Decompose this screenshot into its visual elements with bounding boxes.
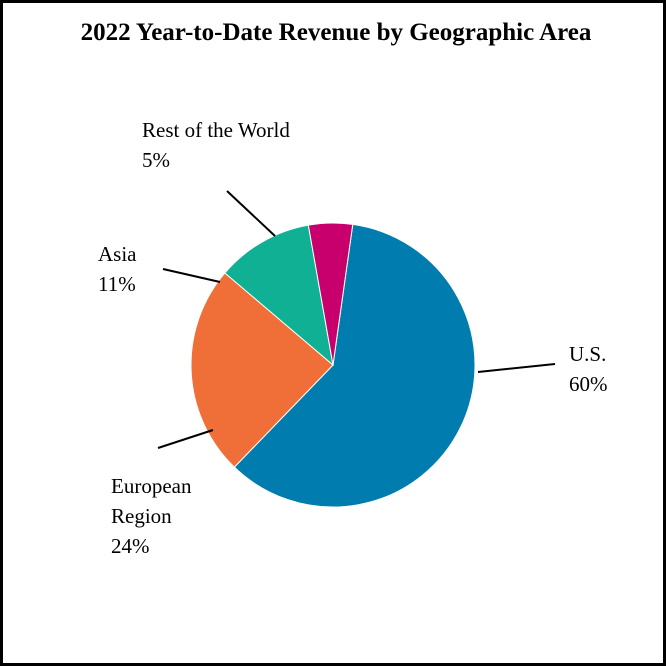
pie-slice xyxy=(224,224,334,367)
slice-name: Rest of the World xyxy=(142,118,290,142)
pie-slice xyxy=(190,272,334,468)
leader-lines xyxy=(157,190,556,449)
leader-line xyxy=(477,363,556,373)
slice-labels: U.S. 60% European Region 24% Asia 11% Rest of t… xyxy=(98,118,608,558)
slice-percent: 5% xyxy=(142,148,170,172)
pie-slice xyxy=(307,222,354,366)
chart-title: 2022 Year-to-Date Revenue by Geographic … xyxy=(80,19,592,46)
slice-percent: 11% xyxy=(98,272,136,296)
slice-name: U.S. xyxy=(569,342,606,366)
slice-label: Asia 11% xyxy=(98,242,137,296)
slice-label: U.S. 60% xyxy=(569,342,608,396)
slice-label: Rest of the World 5% xyxy=(142,118,290,172)
slice-percent: 24% xyxy=(111,534,150,558)
slice-name: Asia xyxy=(98,242,137,266)
slice-name: European xyxy=(111,474,192,498)
slice-percent: 60% xyxy=(569,372,608,396)
slice-name: Region xyxy=(111,504,172,528)
leader-line xyxy=(226,190,276,237)
pie-slice xyxy=(233,223,476,508)
slice-label: European Region 24% xyxy=(111,474,192,558)
pie-slices xyxy=(190,222,476,508)
pie-chart: U.S. 60% European Region 24% Asia 11% Rest of t… xyxy=(98,118,608,558)
leader-line xyxy=(157,429,214,449)
leader-line xyxy=(162,268,221,283)
